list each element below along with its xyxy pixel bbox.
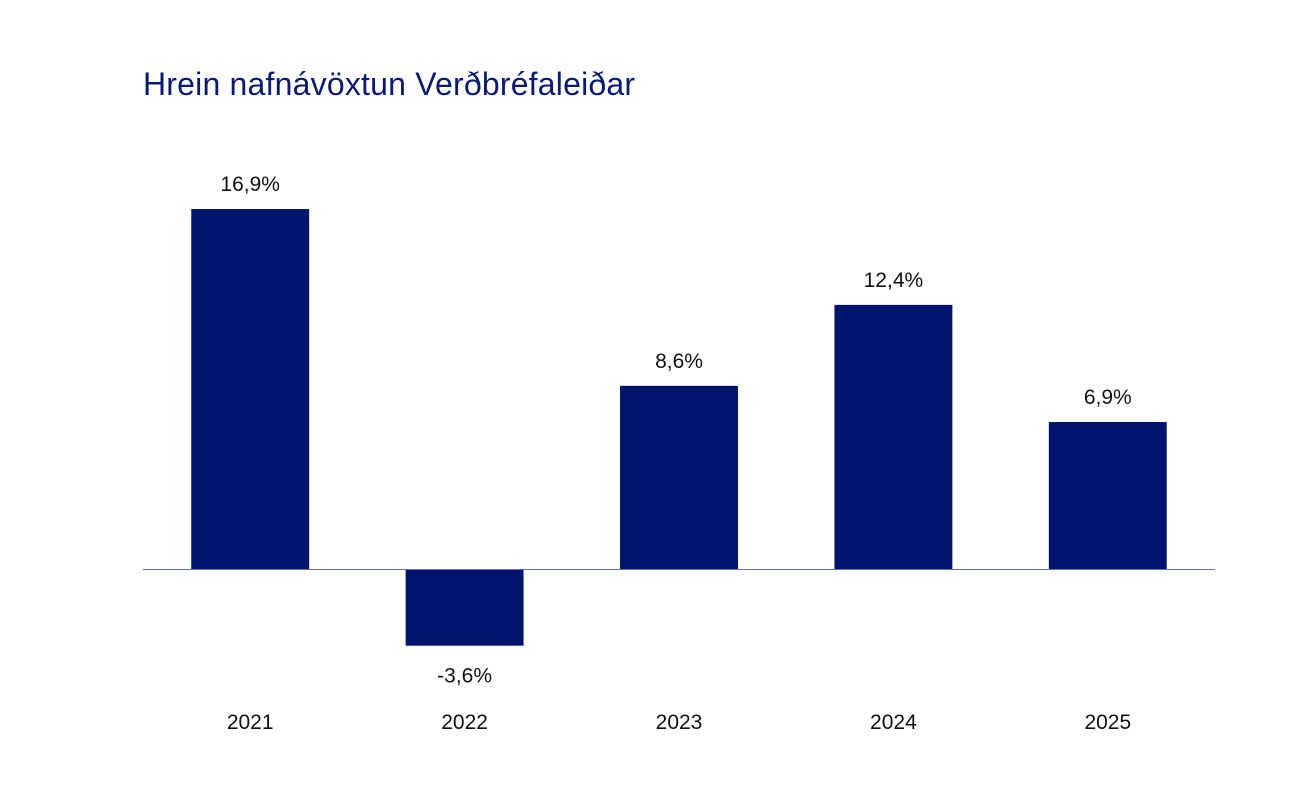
data-label-2023: 8,6% xyxy=(655,350,703,373)
x-tick-label-2022: 2022 xyxy=(441,711,488,734)
bar-2025 xyxy=(1048,422,1167,569)
data-label-2024: 12,4% xyxy=(864,269,924,292)
x-tick-label-2025: 2025 xyxy=(1084,711,1131,734)
data-label-2025: 6,9% xyxy=(1084,386,1132,409)
x-tick-label-2021: 2021 xyxy=(227,711,274,734)
x-tick-label-2024: 2024 xyxy=(870,711,917,734)
data-label-2022: -3,6% xyxy=(437,665,492,688)
bar-2021 xyxy=(191,209,310,569)
data-label-2021: 16,9% xyxy=(220,173,280,196)
bar-2022 xyxy=(405,569,524,646)
bar-2024 xyxy=(834,304,953,569)
chart-title: Hrein nafnávöxtun Verðbréfaleiðar xyxy=(143,66,636,102)
x-tick-label-2023: 2023 xyxy=(656,711,703,734)
bar-2023 xyxy=(620,385,738,569)
